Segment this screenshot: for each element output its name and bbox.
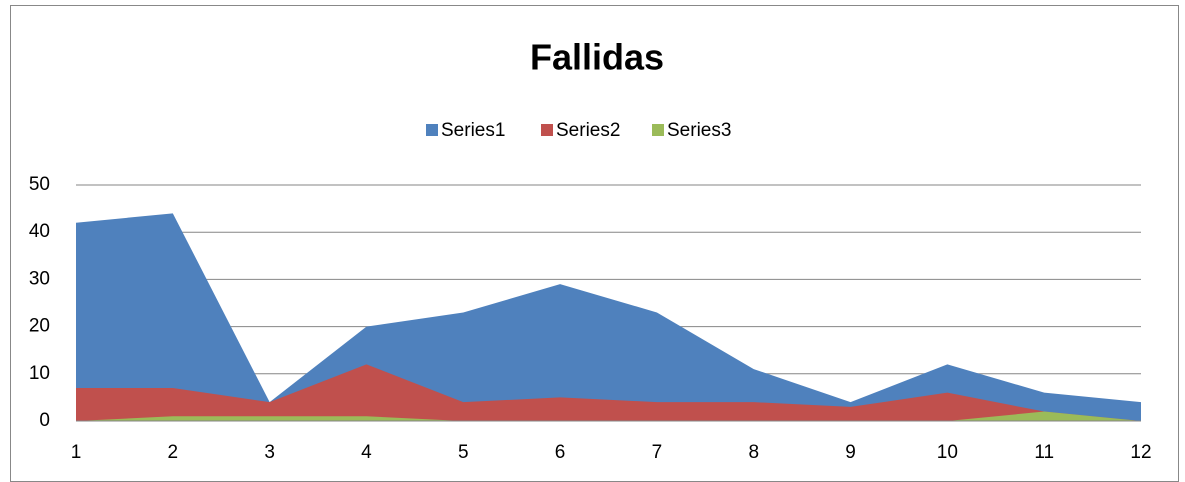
legend-swatch — [541, 124, 553, 136]
y-tick-label: 20 — [29, 316, 50, 337]
x-tick-label: 4 — [361, 442, 372, 463]
x-tick-label: 8 — [748, 442, 759, 463]
y-tick-label: 0 — [39, 410, 50, 431]
x-tick-label: 10 — [937, 442, 958, 463]
legend-swatch — [426, 124, 438, 136]
x-tick-label: 11 — [1034, 442, 1054, 463]
area — [76, 213, 1141, 421]
x-tick-label: 12 — [1130, 442, 1151, 463]
legend-label: Series1 — [441, 120, 505, 141]
area — [76, 411, 1141, 421]
x-tick-label: 5 — [458, 442, 469, 463]
x-tick-label: 7 — [652, 442, 663, 463]
y-tick-label: 50 — [29, 174, 50, 195]
legend-label: Series2 — [556, 120, 620, 141]
x-tick-label: 2 — [168, 442, 179, 463]
x-tick-label: 1 — [71, 442, 82, 463]
x-tick-label: 3 — [264, 442, 275, 463]
y-tick-label: 40 — [29, 221, 50, 242]
legend-label: Series3 — [667, 120, 731, 141]
y-tick-label: 10 — [29, 363, 50, 384]
chart-title: Fallidas — [530, 37, 664, 78]
legend-swatch — [652, 124, 664, 136]
area — [76, 364, 1141, 421]
x-tick-label: 9 — [845, 442, 856, 463]
y-tick-label: 30 — [29, 268, 50, 289]
x-tick-label: 6 — [555, 442, 566, 463]
